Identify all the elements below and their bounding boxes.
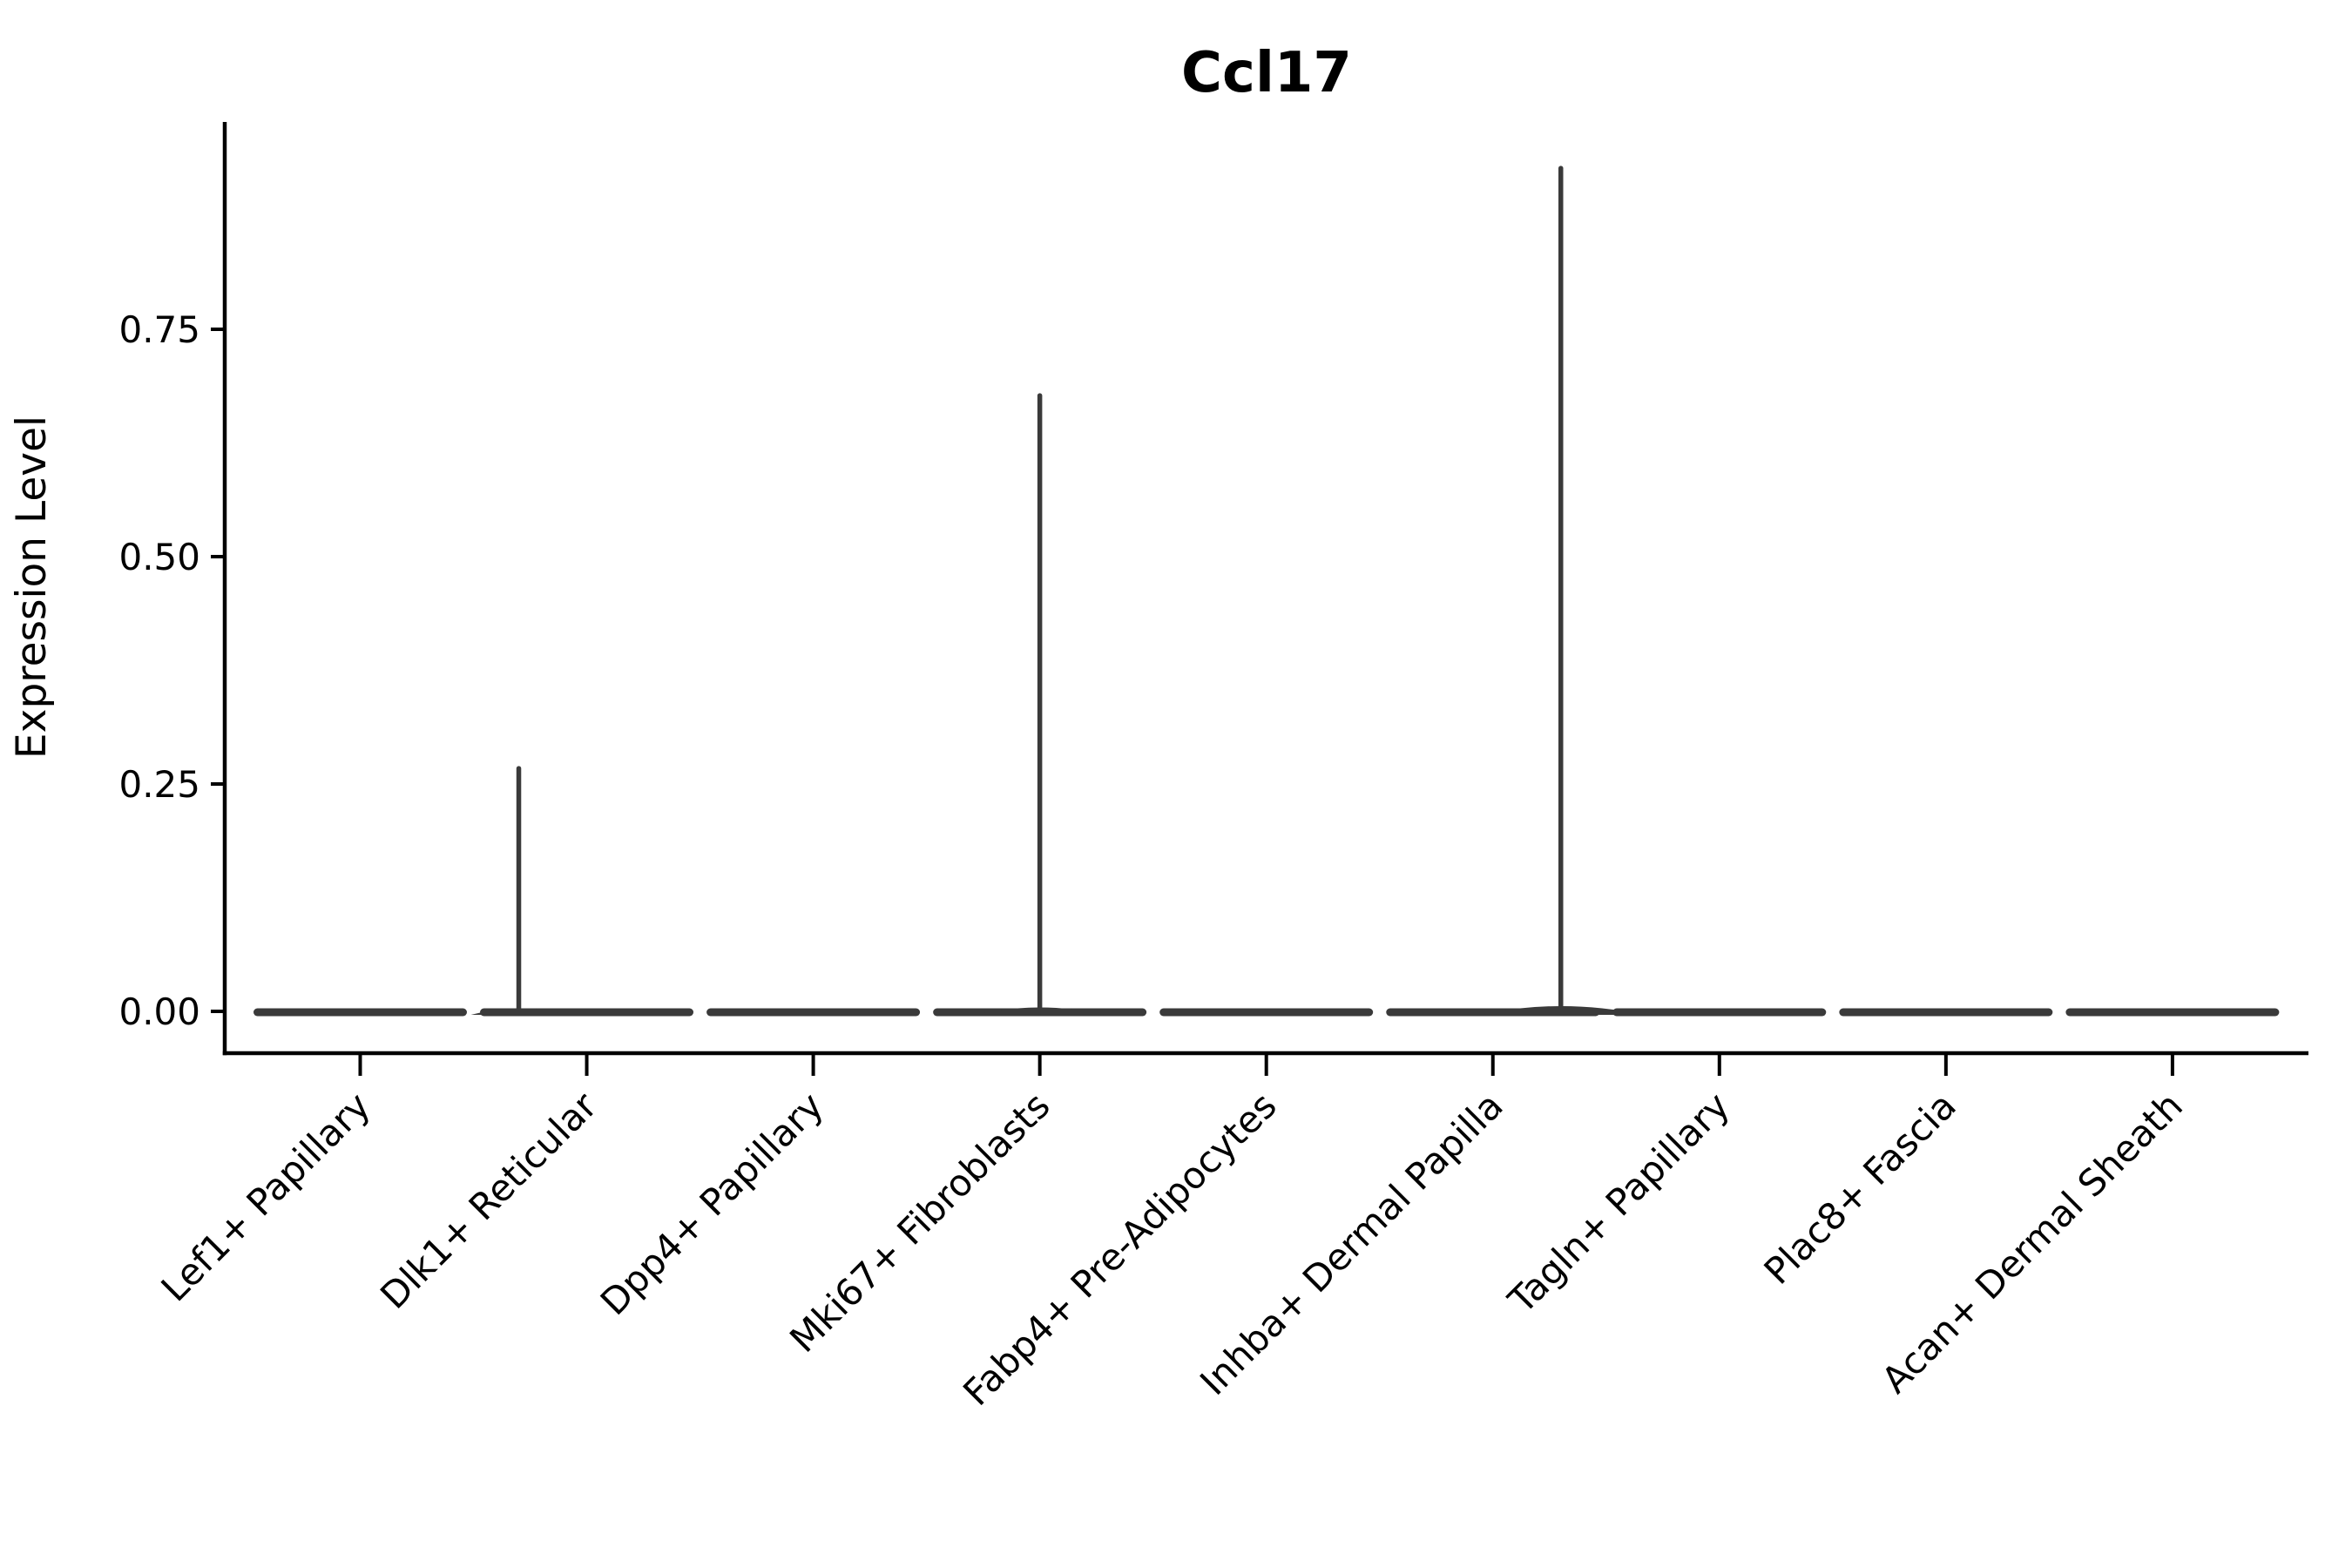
- y-tick-label: 0.00: [118, 990, 200, 1033]
- x-tick-label: Dlk1+ Reticular: [372, 1084, 605, 1317]
- x-tick-label: Mki67+ Fibroblasts: [781, 1084, 1058, 1360]
- violin-layer: [253, 166, 2280, 1017]
- y-tick-label: 0.50: [118, 536, 200, 578]
- x-tick-label: Dpp4+ Papillary: [592, 1084, 832, 1323]
- x-tick-label: Tagln+ Papillary: [1499, 1084, 1737, 1321]
- chart-title: Ccl17: [1181, 41, 1352, 105]
- y-tick-label: 0.25: [118, 763, 200, 806]
- x-tick-label: Lef1+ Papillary: [153, 1084, 379, 1309]
- x-tick-label: Plac8+ Fascia: [1756, 1084, 1964, 1292]
- y-axis-label: Expression Level: [8, 416, 56, 759]
- y-tick-label: 0.75: [118, 308, 200, 351]
